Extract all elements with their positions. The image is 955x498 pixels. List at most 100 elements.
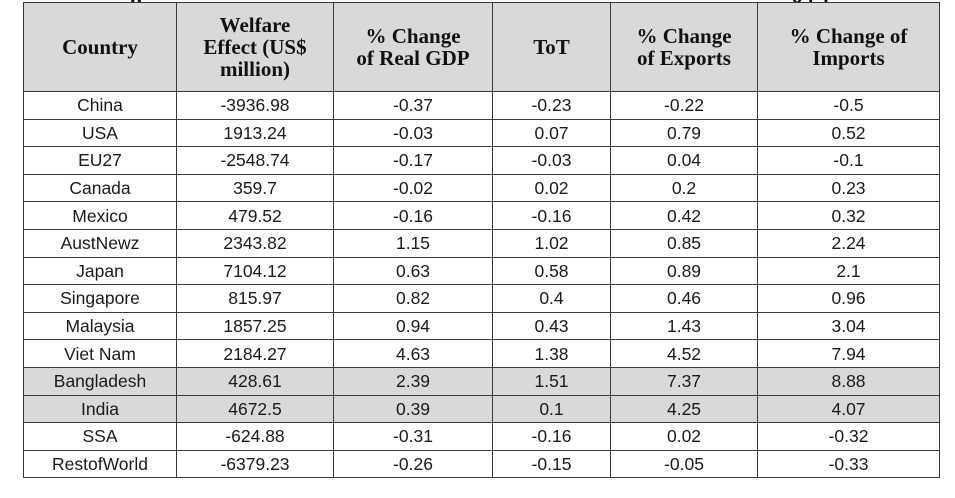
cell-real-gdp-change: -0.37 [333, 91, 493, 120]
cell-real-gdp-change: 1.15 [333, 228, 493, 258]
cell-welfare-effect: 7104.12 [176, 256, 334, 286]
cell-welfare-effect: 2343.82 [176, 228, 334, 258]
cell-welfare-effect: 2184.27 [176, 339, 334, 368]
cell-tot: 0.43 [492, 311, 611, 341]
table-row: USA 1913.24 -0.03 0.07 0.79 0.52 [23, 118, 940, 148]
cell-imports-change: -0.1 [757, 146, 940, 175]
cell-exports-change: 0.42 [610, 201, 758, 230]
cell-exports-change: 0.85 [610, 228, 758, 258]
cell-country: Mexico [23, 201, 177, 230]
cell-country: Singapore [23, 284, 177, 313]
cell-country: Malaysia [23, 311, 177, 341]
cell-tot: 0.07 [492, 118, 611, 148]
cell-real-gdp-change: 2.39 [333, 366, 493, 396]
cell-exports-change: 0.46 [610, 284, 758, 313]
header-imports-change: % Change of Imports [757, 2, 940, 92]
cell-imports-change: 0.52 [757, 118, 940, 148]
cell-exports-change: 0.89 [610, 256, 758, 286]
cell-tot: -0.16 [492, 201, 611, 230]
cell-welfare-effect: 428.61 [176, 366, 334, 396]
cell-tot: -0.23 [492, 91, 611, 120]
cell-country: EU27 [23, 146, 177, 175]
table-body: China -3936.98 -0.37 -0.23 -0.22 -0.5 USA 1913.… [23, 91, 940, 479]
cell-tot: 0.02 [492, 173, 611, 203]
cell-country: Japan [23, 256, 177, 286]
cell-tot: 1.02 [492, 228, 611, 258]
cell-country: SSA [23, 422, 177, 451]
cell-imports-change: 0.96 [757, 284, 940, 313]
header-welfare-effect: Welfare Effect (US$ million) [176, 2, 334, 92]
cell-country: Canada [23, 173, 177, 203]
table-row: Canada 359.7 -0.02 0.02 0.2 0.23 [23, 173, 940, 203]
table-row: Bangladesh 428.61 2.39 1.51 7.37 8.88 [23, 366, 940, 396]
cell-tot: 0.58 [492, 256, 611, 286]
table-row: India 4672.5 0.39 0.1 4.25 4.07 [23, 394, 940, 424]
header-exports-change: % Change of Exports [610, 2, 758, 92]
table-row: Viet Nam 2184.27 4.63 1.38 4.52 7.94 [23, 339, 940, 368]
cell-real-gdp-change: 4.63 [333, 339, 493, 368]
cell-exports-change: 0.02 [610, 422, 758, 451]
cell-tot: 1.51 [492, 366, 611, 396]
cell-country: USA [23, 118, 177, 148]
cell-country: AustNewz [23, 228, 177, 258]
cell-welfare-effect: -6379.23 [176, 449, 334, 479]
cell-tot: -0.15 [492, 449, 611, 479]
table-row: China -3936.98 -0.37 -0.23 -0.22 -0.5 [23, 91, 940, 120]
table-row: Mexico 479.52 -0.16 -0.16 0.42 0.32 [23, 201, 940, 230]
cell-country: China [23, 91, 177, 120]
cell-tot: -0.03 [492, 146, 611, 175]
cell-welfare-effect: -624.88 [176, 422, 334, 451]
table-row: AustNewz 2343.82 1.15 1.02 0.85 2.24 [23, 228, 940, 258]
cell-welfare-effect: -3936.98 [176, 91, 334, 120]
cell-exports-change: 0.79 [610, 118, 758, 148]
table-header: Country Welfare Effect (US$ million) % C… [23, 2, 940, 92]
cell-imports-change: 7.94 [757, 339, 940, 368]
cell-country: RestofWorld [23, 449, 177, 479]
cell-exports-change: 0.04 [610, 146, 758, 175]
header-tot: ToT [492, 2, 611, 92]
cell-tot: 1.38 [492, 339, 611, 368]
cell-exports-change: 4.25 [610, 394, 758, 424]
header-country: Country [23, 2, 177, 92]
header-row: Country Welfare Effect (US$ million) % C… [23, 2, 940, 92]
cell-real-gdp-change: -0.31 [333, 422, 493, 451]
cell-country: Bangladesh [23, 366, 177, 396]
cell-exports-change: 1.43 [610, 311, 758, 341]
cell-imports-change: 2.1 [757, 256, 940, 286]
cell-welfare-effect: 1857.25 [176, 311, 334, 341]
table-row: RestofWorld -6379.23 -0.26 -0.15 -0.05 -0.33 [23, 449, 940, 479]
cell-exports-change: 0.2 [610, 173, 758, 203]
cell-real-gdp-change: -0.03 [333, 118, 493, 148]
cell-real-gdp-change: 0.82 [333, 284, 493, 313]
cell-imports-change: 0.32 [757, 201, 940, 230]
cell-imports-change: 2.24 [757, 228, 940, 258]
header-real-gdp-change: % Change of Real GDP [333, 2, 493, 92]
cell-welfare-effect: 4672.5 [176, 394, 334, 424]
cell-real-gdp-change: 0.39 [333, 394, 493, 424]
cell-country: Viet Nam [23, 339, 177, 368]
cell-real-gdp-change: -0.02 [333, 173, 493, 203]
table-row: SSA -624.88 -0.31 -0.16 0.02 -0.32 [23, 422, 940, 451]
cell-imports-change: 3.04 [757, 311, 940, 341]
cell-imports-change: 0.23 [757, 173, 940, 203]
cell-imports-change: 8.88 [757, 366, 940, 396]
table-row: Malaysia 1857.25 0.94 0.43 1.43 3.04 [23, 311, 940, 341]
table-row: Singapore 815.97 0.82 0.4 0.46 0.96 [23, 284, 940, 313]
table-row: EU27 -2548.74 -0.17 -0.03 0.04 -0.1 [23, 146, 940, 175]
cell-welfare-effect: 359.7 [176, 173, 334, 203]
cell-imports-change: -0.5 [757, 91, 940, 120]
cell-tot: -0.16 [492, 422, 611, 451]
cell-welfare-effect: 479.52 [176, 201, 334, 230]
cell-imports-change: 4.07 [757, 394, 940, 424]
cell-real-gdp-change: 0.63 [333, 256, 493, 286]
cell-real-gdp-change: -0.26 [333, 449, 493, 479]
cell-exports-change: 4.52 [610, 339, 758, 368]
table-row: Japan 7104.12 0.63 0.58 0.89 2.1 [23, 256, 940, 286]
cell-imports-change: -0.32 [757, 422, 940, 451]
cell-exports-change: -0.22 [610, 91, 758, 120]
cell-real-gdp-change: 0.94 [333, 311, 493, 341]
cell-imports-change: -0.33 [757, 449, 940, 479]
cell-tot: 0.1 [492, 394, 611, 424]
cell-welfare-effect: 815.97 [176, 284, 334, 313]
cell-exports-change: 7.37 [610, 366, 758, 396]
